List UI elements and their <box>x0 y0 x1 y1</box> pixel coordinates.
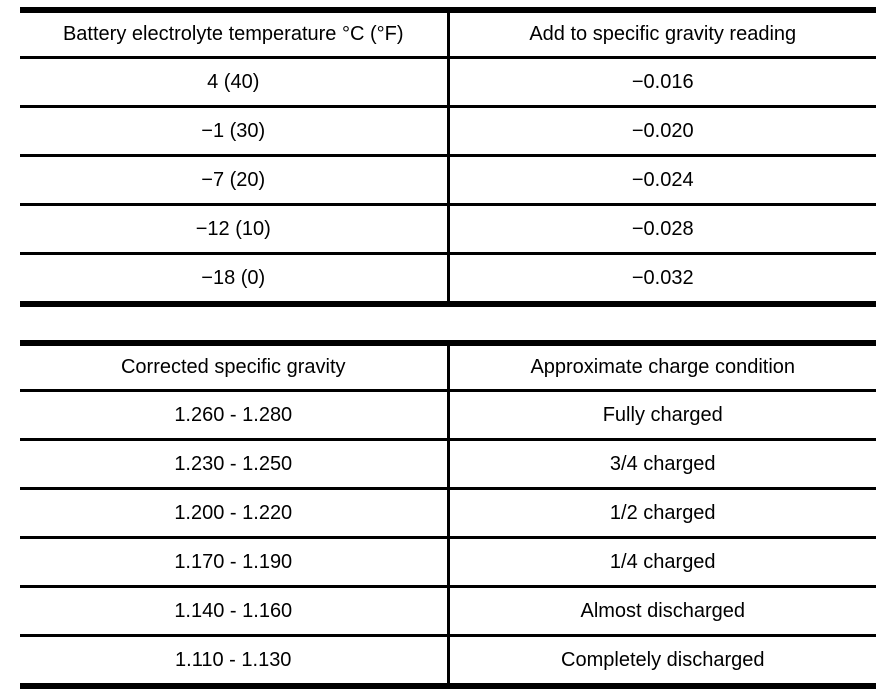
table-cell: Almost discharged <box>448 586 876 637</box>
table-row: 1.110 - 1.130 Completely discharged <box>20 635 876 688</box>
table-cell: 1/4 charged <box>448 537 876 588</box>
table-row: 1.140 - 1.160 Almost discharged <box>20 586 876 637</box>
table-cell: Fully charged <box>448 390 876 441</box>
header-row: Battery electrolyte temperature °C (°F) A… <box>20 10 876 59</box>
header-row: Corrected specific gravity Approximate ch… <box>20 343 876 392</box>
column-header: Battery electrolyte temperature °C (°F) <box>20 10 450 59</box>
table-cell: Completely discharged <box>448 635 876 688</box>
table-cell: −1 (30) <box>20 106 450 157</box>
table-cell: −7 (20) <box>20 155 450 206</box>
table-cell: 1.230 - 1.250 <box>20 439 450 490</box>
column-header: Add to specific gravity reading <box>448 10 876 59</box>
table-row: 4 (40) −0.016 <box>20 57 876 108</box>
table-row: 1.260 - 1.280 Fully charged <box>20 390 876 441</box>
table-cell: 1.260 - 1.280 <box>20 390 450 441</box>
table-row: 1.170 - 1.190 1/4 charged <box>20 537 876 588</box>
table-cell: 1.200 - 1.220 <box>20 488 450 539</box>
column-header: Corrected specific gravity <box>20 343 450 392</box>
charge-condition-table: Corrected specific gravity Approximate ch… <box>20 340 876 689</box>
table-cell: −12 (10) <box>20 204 450 255</box>
table-cell: −0.020 <box>448 106 876 157</box>
table-row: 1.200 - 1.220 1/2 charged <box>20 488 876 539</box>
table-cell: −0.032 <box>448 253 876 306</box>
table-cell: 1.110 - 1.130 <box>20 635 450 688</box>
table-cell: −0.016 <box>448 57 876 108</box>
table-cell: −18 (0) <box>20 253 450 306</box>
table-row: −1 (30) −0.020 <box>20 106 876 157</box>
table-cell: −0.024 <box>448 155 876 206</box>
table-cell: 1.170 - 1.190 <box>20 537 450 588</box>
table-cell: 4 (40) <box>20 57 450 108</box>
battery-electrolyte-temperature-table: Battery electrolyte temperature °C (°F) A… <box>20 7 876 307</box>
table-cell: 1/2 charged <box>448 488 876 539</box>
table-cell: 1.140 - 1.160 <box>20 586 450 637</box>
table-row: 1.230 - 1.250 3/4 charged <box>20 439 876 490</box>
table-row: −12 (10) −0.028 <box>20 204 876 255</box>
column-header: Approximate charge condition <box>448 343 876 392</box>
table-row: −18 (0) −0.032 <box>20 253 876 306</box>
table-cell: 3/4 charged <box>448 439 876 490</box>
table-cell: −0.028 <box>448 204 876 255</box>
table-row: −7 (20) −0.024 <box>20 155 876 206</box>
